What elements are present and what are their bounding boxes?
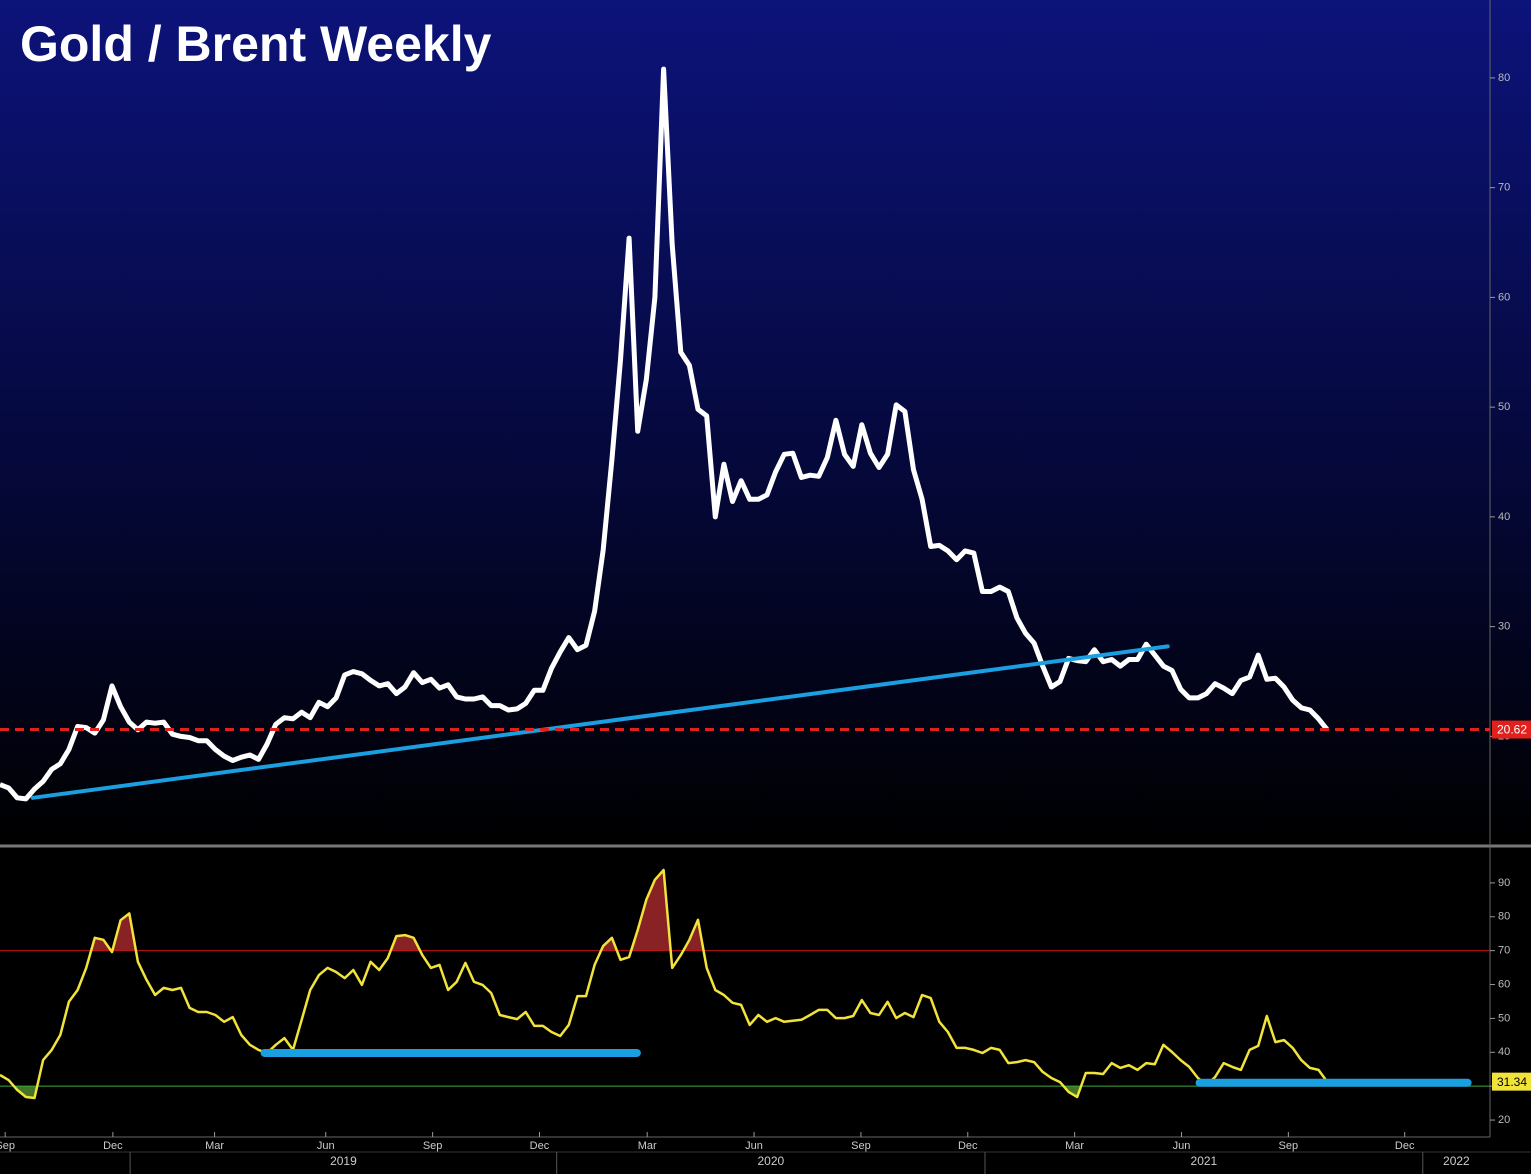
last-value-label: 31.34	[1497, 1075, 1527, 1089]
y-tick-label: 50	[1498, 401, 1510, 413]
threshold-shade	[0, 1086, 1328, 1099]
x-tick-label: Mar	[1065, 1140, 1084, 1152]
y-tick-label: 60	[1498, 291, 1510, 303]
x-tick-label: Sep	[851, 1140, 871, 1152]
x-tick-label: Jun	[1173, 1140, 1191, 1152]
y-tick-label: 90	[1498, 877, 1510, 889]
y-tick-label: 80	[1498, 911, 1510, 923]
x-tick-label: Sep	[0, 1140, 15, 1152]
year-label: 2022	[1443, 1154, 1470, 1168]
last-value-box	[1492, 1072, 1531, 1091]
y-tick-label: 60	[1498, 978, 1510, 990]
chart-title: Gold / Brent Weekly	[20, 16, 492, 72]
y-tick-label: 30	[1498, 621, 1510, 633]
x-tick-label: Mar	[638, 1140, 657, 1152]
x-tick-label: Mar	[205, 1140, 224, 1152]
x-tick-label: Sep	[1279, 1140, 1299, 1152]
x-tick-label: Sep	[423, 1140, 443, 1152]
x-tick-label: Dec	[958, 1140, 978, 1152]
y-tick-label: 80	[1498, 72, 1510, 84]
x-tick-label: Dec	[103, 1140, 123, 1152]
y-tick-label: 20	[1498, 1114, 1510, 1126]
year-label: 2019	[330, 1154, 357, 1168]
x-tick-label: Jun	[317, 1140, 335, 1152]
threshold-shade	[0, 870, 1328, 951]
series-line	[0, 66, 1330, 802]
last-value-box	[1492, 720, 1531, 739]
last-value-label: 20.62	[1497, 723, 1527, 737]
y-tick-label: 40	[1498, 1046, 1510, 1058]
year-label: 2021	[1191, 1154, 1218, 1168]
y-tick-label: 40	[1498, 511, 1510, 523]
series-line	[0, 868, 1329, 1100]
y-tick-label: 50	[1498, 1012, 1510, 1024]
y-tick-label: 70	[1498, 182, 1510, 194]
top-panel-bg	[0, 0, 1531, 845]
x-tick-label: Dec	[530, 1140, 550, 1152]
x-tick-label: Jun	[745, 1140, 763, 1152]
x-tick-label: Dec	[1395, 1140, 1415, 1152]
trend-line	[30, 644, 1170, 800]
year-label: 2020	[758, 1154, 785, 1168]
y-tick-label: 70	[1498, 945, 1510, 957]
